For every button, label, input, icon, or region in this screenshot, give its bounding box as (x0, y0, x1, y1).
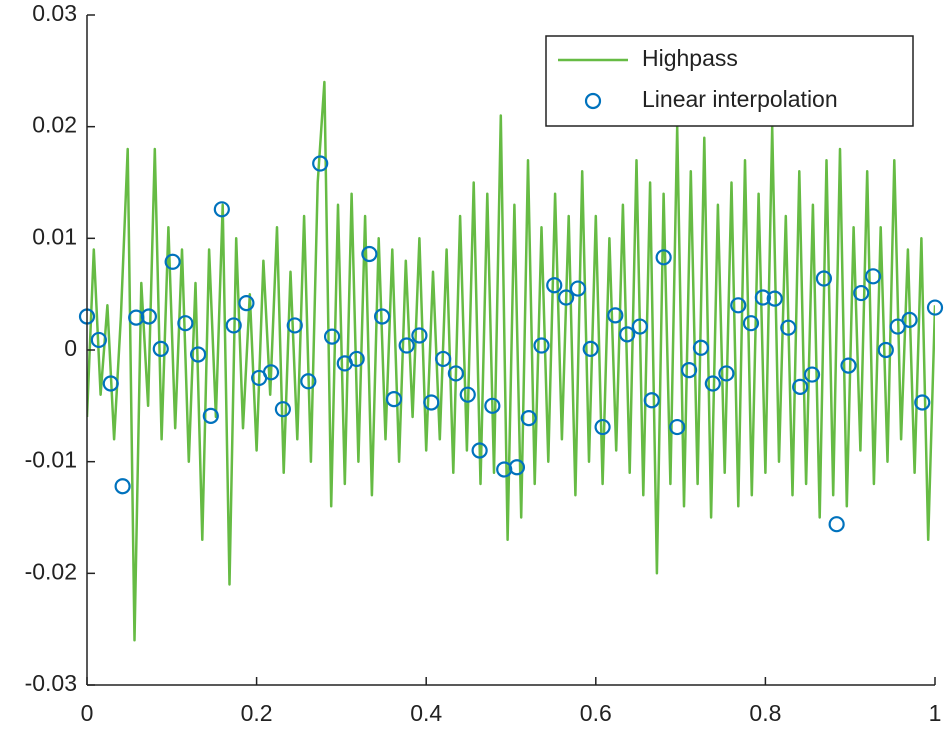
scatter-point (361, 245, 378, 263)
scatter-point (508, 459, 526, 476)
scatter-point (447, 365, 464, 382)
scatter-point (102, 375, 119, 392)
scatter-point (803, 366, 821, 383)
highpass-line (87, 80, 935, 642)
scatter-point (792, 378, 809, 395)
scatter-point (730, 297, 747, 314)
scatter-point (471, 442, 488, 459)
scatter-point (114, 478, 131, 495)
scatter-point (484, 397, 501, 414)
scatter-point (411, 327, 428, 344)
scatter-point (90, 331, 107, 349)
scatter-point (853, 284, 870, 302)
x-tick-label: 0 (81, 700, 94, 726)
y-tick-label: 0.02 (32, 112, 77, 138)
scatter-point (300, 373, 317, 390)
scatter-point (398, 337, 415, 354)
scatter-point (914, 394, 931, 411)
scatter-point (423, 394, 440, 411)
scatter-point (520, 410, 537, 427)
scatter-point (152, 340, 169, 357)
legend: Highpass Linear interpolation (545, 35, 914, 127)
scatter-point (607, 307, 624, 324)
x-tick-label: 0.8 (749, 700, 781, 726)
scatter-point (213, 201, 230, 218)
scatter-point (754, 289, 771, 306)
x-tick-label: 0.2 (241, 700, 273, 726)
scatter-point (140, 308, 158, 325)
y-tick-label: 0.01 (32, 223, 77, 249)
scatter-point (459, 386, 476, 403)
scatter-point (864, 268, 882, 285)
scatter-point (901, 311, 918, 328)
y-tick-label: 0 (64, 335, 77, 361)
x-tick-label: 0.6 (580, 700, 612, 726)
y-tick-label: -0.01 (25, 447, 77, 473)
y-tick-label: 0.03 (32, 0, 77, 26)
scatter-point (692, 339, 710, 356)
scatter-point (840, 357, 857, 374)
scatter-point (569, 280, 587, 297)
plot-area (87, 80, 935, 642)
scatter-point (374, 308, 391, 325)
scatter-point (877, 341, 894, 359)
scatter-point (286, 317, 303, 334)
scatter-point (238, 295, 255, 312)
legend-label: Highpass (642, 45, 738, 71)
scatter-point (889, 318, 906, 335)
scatter-point (558, 289, 575, 306)
scatter-point (594, 418, 611, 436)
scatter-point (815, 270, 833, 287)
scatter-point (164, 253, 181, 270)
scatter-point (742, 315, 760, 332)
scatter-point (680, 362, 698, 379)
scatter-point (619, 326, 636, 343)
x-tick-label: 1 (929, 700, 942, 726)
scatter-point (189, 346, 207, 363)
scatter-point (828, 516, 845, 533)
scatter-point (225, 317, 242, 334)
scatter-point (435, 350, 452, 368)
scatter-point (766, 290, 783, 307)
scatter-point (669, 418, 686, 436)
scatter-point (926, 299, 944, 316)
scatter-point (312, 155, 329, 172)
legend-swatch (584, 92, 602, 110)
scatter-point (533, 337, 550, 354)
scatter-point (718, 365, 735, 382)
scatter-point (323, 328, 341, 345)
scatter-point (655, 249, 672, 266)
y-tick-label: -0.03 (25, 670, 77, 696)
scatter-point (582, 340, 599, 357)
legend-label: Linear interpolation (642, 86, 838, 112)
legend-box (545, 35, 914, 127)
y-tick-label: -0.02 (25, 558, 77, 584)
scatter-point (348, 350, 365, 368)
x-tick-label: 0.4 (410, 700, 442, 726)
scatter-point (128, 309, 145, 326)
scatter-point (262, 364, 280, 381)
scatter-point (202, 407, 219, 424)
scatter-point (274, 401, 291, 418)
scatter-point (704, 375, 721, 392)
scatter-point (385, 391, 403, 408)
scatter-point (177, 315, 194, 332)
scatter-point (780, 319, 797, 336)
scatter-point (631, 318, 648, 335)
scatter-point (643, 392, 660, 409)
scatter-point (546, 277, 563, 294)
